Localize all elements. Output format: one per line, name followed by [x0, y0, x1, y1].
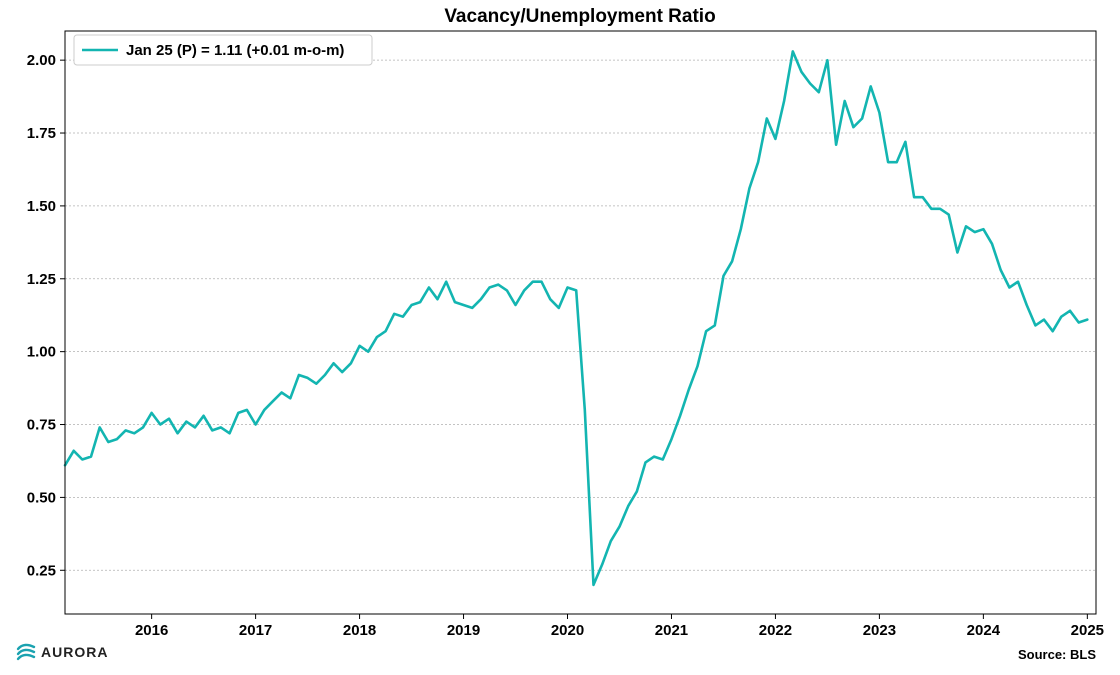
y-tick-label-0.50: 0.50	[27, 489, 56, 506]
x-tick-label-2022: 2022	[759, 622, 792, 639]
y-tick-label-1.75: 1.75	[27, 125, 56, 142]
brand-name: AURORA	[41, 644, 109, 660]
source-note: Source: BLS	[1017, 647, 1096, 662]
y-tick-label-1.00: 1.00	[27, 344, 56, 361]
y-tick-label-1.50: 1.50	[27, 198, 56, 215]
y-axis: 0.25 0.50 0.75 1.00 1.25 1.50 1.75 2.00	[27, 52, 65, 579]
x-tick-label-2020: 2020	[551, 622, 584, 639]
legend-box	[73, 34, 373, 66]
legend-label: Jan 25 (P) = 1.11 (+0.01 m-o-m)	[126, 42, 344, 59]
x-tick-label-2018: 2018	[343, 622, 376, 639]
x-tick-label-2021: 2021	[655, 622, 688, 639]
x-axis: 2016 2017 2018 2019 2020 2021 2022 2023 2024 2025	[135, 614, 1104, 639]
aurora-logo-icon	[16, 643, 36, 661]
y-tick-label-1.25: 1.25	[27, 271, 56, 288]
brand-logo: AURORA	[16, 643, 108, 661]
series-line-0	[63, 50, 1089, 587]
y-tick-label-2.00: 2.00	[27, 52, 56, 69]
plot-frame	[64, 30, 1097, 615]
grid-lines	[65, 59, 1096, 571]
x-tick-label-2023: 2023	[863, 622, 896, 639]
y-tick-label-0.25: 0.25	[27, 562, 56, 579]
chart-title: Vacancy/Unemployment Ratio	[444, 6, 715, 27]
x-tick-label-2024: 2024	[967, 622, 1001, 639]
x-tick-label-2025: 2025	[1071, 622, 1104, 639]
x-tick-label-2016: 2016	[135, 622, 168, 639]
plot-lines	[63, 50, 1089, 587]
x-tick-label-2017: 2017	[239, 622, 272, 639]
x-tick-label-2019: 2019	[447, 622, 480, 639]
y-tick-label-0.75: 0.75	[27, 417, 56, 434]
legend: Jan 25 (P) = 1.11 (+0.01 m-o-m)	[73, 34, 373, 66]
